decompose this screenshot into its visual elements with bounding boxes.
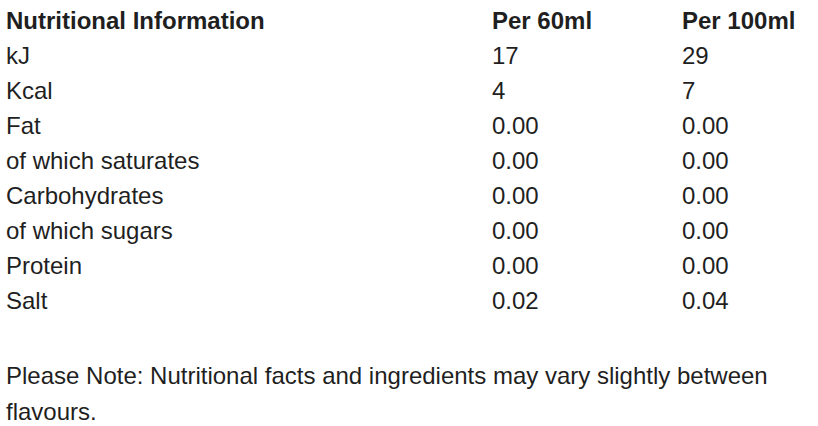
- value-per-100ml: 0.00: [682, 178, 818, 213]
- value-per-60ml: 17: [492, 38, 682, 73]
- table-row-protein: Protein 0.00 0.00: [6, 248, 818, 283]
- row-label: kJ: [6, 38, 492, 73]
- value-per-60ml: 0.00: [492, 108, 682, 143]
- table-row-kcal: Kcal 4 7: [6, 73, 818, 108]
- row-label: Salt: [6, 283, 492, 318]
- table-header-per-60ml: Per 60ml: [492, 3, 682, 38]
- value-per-60ml: 0.00: [492, 178, 682, 213]
- value-per-100ml: 29: [682, 38, 818, 73]
- row-label: Fat: [6, 108, 492, 143]
- row-label: of which sugars: [6, 213, 492, 248]
- value-per-60ml: 0.00: [492, 143, 682, 178]
- table-row-carbohydrates: Carbohydrates 0.00 0.00: [6, 178, 818, 213]
- row-label: Carbohydrates: [6, 178, 492, 213]
- value-per-100ml: 0.00: [682, 108, 818, 143]
- table-row-sugars: of which sugars 0.00 0.00: [6, 213, 818, 248]
- value-per-60ml: 0.00: [492, 213, 682, 248]
- nutrition-panel: Nutritional Information Per 60ml Per 100…: [0, 0, 818, 426]
- table-header-row: Nutritional Information Per 60ml Per 100…: [6, 3, 818, 38]
- table-row-salt: Salt 0.02 0.04: [6, 283, 818, 318]
- nutrition-table: Nutritional Information Per 60ml Per 100…: [6, 3, 818, 318]
- row-label: of which saturates: [6, 143, 492, 178]
- value-per-100ml: 0.00: [682, 213, 818, 248]
- value-per-60ml: 0.02: [492, 283, 682, 318]
- table-row-fat: Fat 0.00 0.00: [6, 108, 818, 143]
- value-per-100ml: 0.04: [682, 283, 818, 318]
- row-label: Kcal: [6, 73, 492, 108]
- table-header-label: Nutritional Information: [6, 3, 492, 38]
- value-per-100ml: 7: [682, 73, 818, 108]
- value-per-60ml: 0.00: [492, 248, 682, 283]
- table-header-per-100ml: Per 100ml: [682, 3, 818, 38]
- value-per-100ml: 0.00: [682, 248, 818, 283]
- value-per-100ml: 0.00: [682, 143, 818, 178]
- row-label: Protein: [6, 248, 492, 283]
- disclaimer-note: Please Note: Nutritional facts and ingre…: [6, 358, 812, 426]
- table-row-saturates: of which saturates 0.00 0.00: [6, 143, 818, 178]
- table-row-kj: kJ 17 29: [6, 38, 818, 73]
- value-per-60ml: 4: [492, 73, 682, 108]
